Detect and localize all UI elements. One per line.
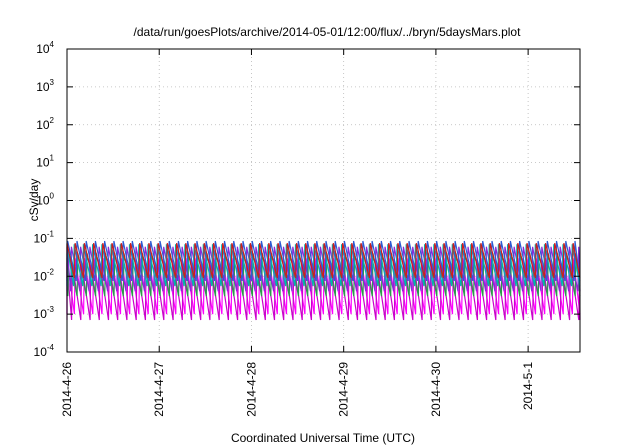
y-tick-label: 10-1	[34, 229, 55, 245]
x-tick-label: 2014-5-1	[521, 362, 535, 410]
y-axis: 10-4 10-3 10-2 10-1 100 101 102 103 104	[34, 40, 580, 359]
y-tick-label: 10-3	[34, 305, 55, 321]
x-tick-label: 2014-4-29	[337, 362, 351, 417]
y-axis-label: cSv/day	[27, 179, 41, 222]
series-line	[66, 242, 581, 279]
y-tick-label: 10-2	[34, 267, 55, 283]
y-tick-label: 103	[36, 78, 54, 94]
y-tick-label: 101	[36, 154, 54, 170]
series-line	[66, 246, 581, 292]
x-axis: 2014-4-26 2014-4-27 2014-4-28 2014-4-29 2014…	[60, 49, 535, 417]
y-tick-label: 102	[36, 116, 54, 132]
x-axis-label: Coordinated Universal Time (UTC)	[231, 431, 415, 445]
series-line	[66, 240, 581, 282]
chart-title: /data/run/goesPlots/archive/2014-05-01/1…	[134, 25, 522, 39]
x-tick-label: 2014-4-27	[152, 362, 166, 417]
y-tick-label: 10-4	[34, 343, 55, 359]
y-tick-label: 100	[36, 192, 54, 208]
x-tick-label: 2014-4-30	[429, 362, 443, 417]
series-group	[66, 240, 581, 321]
y-tick-label: 104	[36, 40, 54, 56]
x-tick-label: 2014-4-28	[244, 362, 258, 417]
x-tick-label: 2014-4-26	[60, 362, 74, 417]
